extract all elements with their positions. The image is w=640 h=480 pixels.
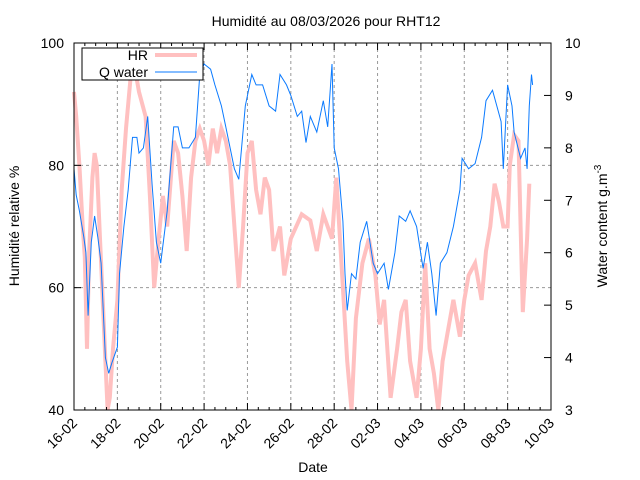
y2-axis-label-text: Water content g.m xyxy=(594,174,610,288)
x-axis-label: Date xyxy=(298,459,328,475)
x-tick-label: 08-03 xyxy=(477,415,514,452)
y2-tick-label: 9 xyxy=(565,87,573,103)
x-tick-label: 18-02 xyxy=(87,415,124,452)
x-tick-label: 24-02 xyxy=(217,415,254,452)
y2-tick-label: 4 xyxy=(565,350,573,366)
y2-tick-label: 7 xyxy=(565,192,573,208)
y-tick-label: 60 xyxy=(48,280,64,296)
grid xyxy=(74,43,551,410)
y2-tick-label: 6 xyxy=(565,245,573,261)
x-tick-label: 06-03 xyxy=(434,415,471,452)
y2-tick-label: 5 xyxy=(565,297,573,313)
x-tick-label: 16-02 xyxy=(43,415,80,452)
legend-label-q-water: Q water xyxy=(99,64,148,80)
x-tick-label: 10-03 xyxy=(520,415,557,452)
y2-axis-label-sup: -3 xyxy=(593,164,604,173)
legend-label-hr: HR xyxy=(128,47,148,63)
y2-tick-label: 10 xyxy=(565,35,581,51)
series-layer xyxy=(72,59,534,411)
y-axis-label: Humidité relative % xyxy=(6,166,22,287)
x-tick-label: 28-02 xyxy=(304,415,341,452)
x-tick-label: 20-02 xyxy=(130,415,167,452)
y-tick-label: 100 xyxy=(41,35,65,51)
y2-tick-label: 3 xyxy=(565,402,573,418)
axes: 16-02 18-02 20-02 22-02 24-02 26-02 28-02 02-03… xyxy=(41,35,581,451)
x-tick-label: 26-02 xyxy=(260,415,297,452)
series-line-hr xyxy=(72,59,532,411)
y2-axis-label: Water content g.m-3 xyxy=(593,164,610,287)
chart-title: Humidité au 08/03/2026 pour RHT12 xyxy=(212,13,441,29)
y-tick-label: 40 xyxy=(48,402,64,418)
legend: HR Q water xyxy=(81,47,204,81)
y2-tick-label: 8 xyxy=(565,140,573,156)
series-line-q-water xyxy=(73,63,534,374)
x-tick-label: 02-03 xyxy=(347,415,384,452)
x-tick-label: 04-03 xyxy=(390,415,427,452)
y-tick-label: 80 xyxy=(48,157,64,173)
x-tick-label: 22-02 xyxy=(174,415,211,452)
